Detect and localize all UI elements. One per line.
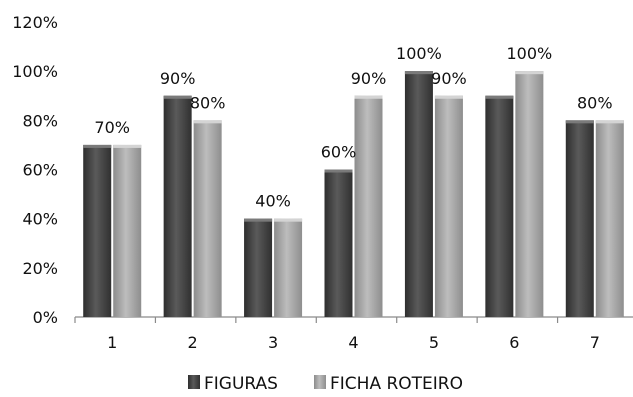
x-tick-label: 6 [509,333,519,352]
legend-swatch [188,375,200,389]
data-label: 80% [190,93,226,112]
x-tick-label: 5 [429,333,439,352]
bar-top-bevel [404,71,433,75]
bar-figuras [163,95,192,317]
x-tick-label: 2 [188,333,198,352]
x-tick-label: 4 [348,333,358,352]
y-tick-label: 20% [22,259,58,278]
y-tick-label: 80% [22,111,58,130]
bar-ficha-roteiro [274,218,303,317]
bar-body [193,120,222,317]
bar-figuras [404,71,433,318]
bar-top-bevel [565,120,594,124]
bar-top-bevel [193,120,222,124]
bar-body [324,169,353,317]
legend-item-figuras: FIGURAS [188,374,278,394]
legend-swatch [314,375,326,389]
bar-body [113,144,142,317]
bar-figuras [324,169,353,317]
bar-top-bevel [434,95,463,99]
bar-ficha-roteiro [193,120,222,317]
bar-top-bevel [515,71,544,75]
y-tick-label: 40% [22,210,58,229]
y-tick-label: 60% [22,161,58,180]
bar-body [244,218,273,317]
data-label: 90% [160,69,196,88]
data-label: 80% [577,93,613,112]
bar-ficha-roteiro [434,95,463,317]
bar-figuras [485,95,514,317]
x-tick-label: 1 [107,333,117,352]
bar-body [565,120,594,317]
data-label: 90% [431,69,467,88]
data-label: 40% [255,192,291,211]
bar-body [404,71,433,318]
bar-top-bevel [83,144,112,148]
bar-top-bevel [324,169,353,173]
bar-body [274,218,303,317]
bar-body [83,144,112,317]
bar-body [354,95,383,317]
y-axis: 0% 20% 40% 60% 80% 100% 120% [12,13,58,327]
bar-body [163,95,192,317]
data-labels: 70% 90% 80% 40% 60% 90% 100% 90% 100% 80% [94,44,612,211]
bar-ficha-roteiro [515,71,544,318]
bar-ficha-roteiro [595,120,624,317]
bars [83,71,624,318]
data-label: 60% [321,143,357,162]
x-tick-label: 7 [590,333,600,352]
bar-top-bevel [113,144,142,148]
bar-figuras [244,218,273,317]
legend-item-ficha-roteiro: FICHA ROTEIRO [314,374,463,394]
bar-top-bevel [244,218,273,222]
bar-body [485,95,514,317]
bar-figuras [83,144,112,317]
data-label: 70% [94,118,130,137]
bar-body [434,95,463,317]
data-label: 90% [351,69,387,88]
bar-body [595,120,624,317]
data-label: 100% [506,44,552,63]
legend-label: FIGURAS [204,374,278,394]
legend-label: FICHA ROTEIRO [330,374,463,394]
bar-ficha-roteiro [113,144,142,317]
legend: FIGURAS FICHA ROTEIRO [188,374,463,394]
y-tick-label: 0% [33,308,58,327]
bar-top-bevel [595,120,624,124]
bar-body [515,71,544,318]
bar-top-bevel [354,95,383,99]
bar-top-bevel [485,95,514,99]
bar-top-bevel [163,95,192,99]
bar-top-bevel [274,218,303,222]
x-axis: 1 2 3 4 5 6 7 [74,316,633,352]
bar-figuras [565,120,594,317]
y-tick-label: 120% [12,13,58,32]
data-label: 100% [396,44,442,63]
bar-ficha-roteiro [354,95,383,317]
x-tick-label: 3 [268,333,278,352]
y-tick-label: 100% [12,62,58,81]
